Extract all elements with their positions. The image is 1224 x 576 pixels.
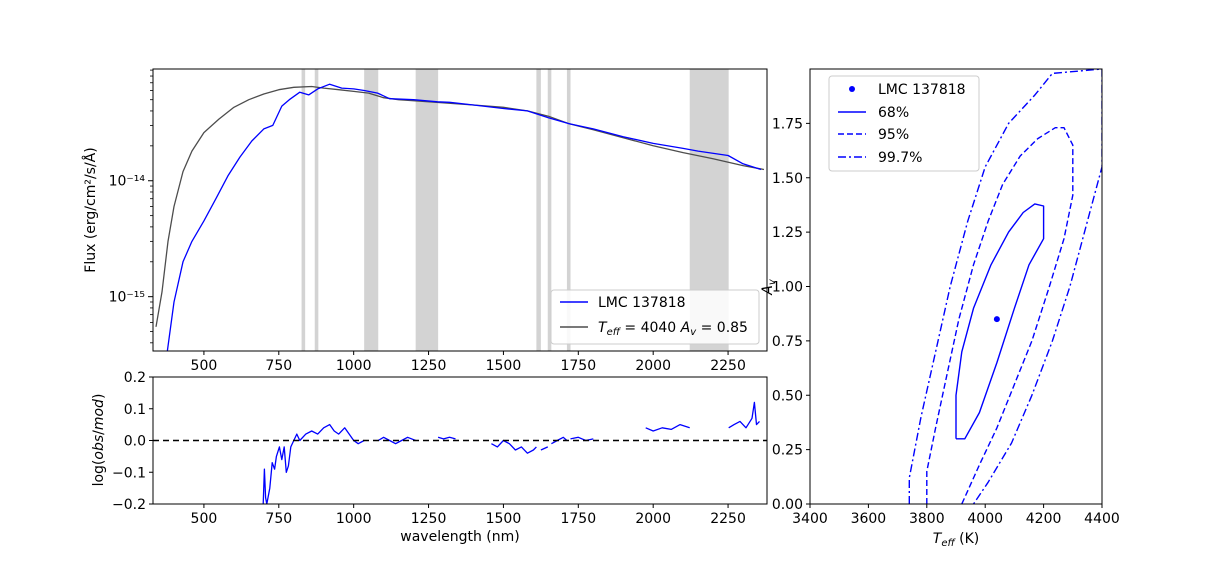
confidence-y-ticks: 0.00 0.25 0.50 0.75 1.00 1.25 1.50 1.75 — [772, 116, 810, 513]
spectrum-y-axis-label: Flux (erg/cm²/s/Å) — [82, 147, 99, 272]
con-x-tick-label-3400: 3400 — [792, 511, 828, 527]
confidence-x-axis-label: Teff (K) — [933, 531, 980, 549]
res-x-tick-label-2250: 2250 — [710, 511, 746, 527]
con-y-tick-label-3: 0.75 — [772, 334, 803, 350]
excluded-band-5 — [547, 69, 552, 351]
residual-segment-8 — [728, 401, 760, 429]
residuals-y-ticks: −0.2 −0.1 0.0 0.1 0.2 — [112, 370, 153, 513]
residual-lines — [153, 401, 767, 504]
x-tick-label-1500: 1500 — [486, 358, 522, 374]
con-x-tick-label-4000: 4000 — [967, 511, 1003, 527]
res-y-tick-label-1: −0.1 — [112, 465, 146, 481]
residuals-x-axis-label: wavelength (nm) — [400, 529, 519, 545]
excluded-band-3 — [415, 69, 439, 351]
legend-label-68: 68% — [878, 105, 909, 121]
res-x-tick-label-1750: 1750 — [560, 511, 596, 527]
y-tick-label-0: 10⁻¹⁵ — [109, 290, 145, 306]
confidence-legend-box — [828, 75, 980, 172]
res-y-tick-label-4: 0.2 — [124, 370, 146, 386]
excluded-band-6 — [566, 69, 571, 351]
res-y-tick-label-3: 0.1 — [124, 402, 146, 418]
model-spectrum-line — [155, 85, 765, 327]
y-tick-label-1: 10⁻¹⁴ — [109, 174, 146, 190]
residual-segment-1 — [377, 436, 416, 445]
residuals-x-ticks: 500 750 1000 1250 1500 1750 2000 2250 — [191, 504, 746, 527]
confidence-x-ticks: 3400 3600 3800 4000 4200 4400 — [792, 504, 1120, 527]
res-x-tick-label-750: 750 — [265, 511, 292, 527]
con-y-tick-label-5: 1.25 — [772, 225, 803, 241]
res-y-tick-label-0: −0.2 — [112, 497, 146, 513]
x-tick-label-1250: 1250 — [411, 358, 447, 374]
confidence-contours — [908, 69, 1102, 504]
spectrum-lines — [155, 83, 765, 351]
legend-label-model: Teff = 4040 Av = 0.85 — [598, 320, 748, 338]
excluded-band-2 — [364, 69, 379, 351]
residuals-y-axis-label: log(obs/mod) — [91, 394, 107, 487]
x-tick-label-750: 750 — [265, 358, 292, 374]
x-tick-label-1000: 1000 — [336, 358, 372, 374]
confidence-y-axis-label: Av — [760, 278, 778, 296]
residual-segment-6 — [570, 436, 594, 442]
legend-label-observed: LMC 137818 — [598, 295, 686, 311]
residual-segment-2 — [437, 436, 456, 440]
legend-label-99: 99.7% — [878, 150, 922, 166]
con-x-tick-label-4200: 4200 — [1026, 511, 1062, 527]
residual-segment-7 — [645, 423, 690, 432]
residuals-panel: 500 750 1000 1250 1500 1750 2000 2250 −0.2 −0.1 0… — [91, 370, 768, 545]
x-tick-label-1750: 1750 — [560, 358, 596, 374]
x-tick-label-500: 500 — [191, 358, 218, 374]
residual-segment-5 — [551, 436, 568, 445]
x-tick-label-2250: 2250 — [710, 358, 746, 374]
spectrum-legend: LMC 137818 Teff = 4040 Av = 0.85 — [550, 289, 760, 345]
observed-spectrum-line — [166, 83, 762, 351]
res-y-tick-label-2: 0.0 — [124, 434, 146, 450]
contour-68pct — [955, 203, 1045, 440]
best-fit-point — [993, 316, 1000, 323]
con-y-tick-label-6: 1.50 — [772, 171, 803, 187]
con-x-tick-label-3600: 3600 — [851, 511, 887, 527]
res-x-tick-label-1500: 1500 — [486, 511, 522, 527]
con-y-tick-label-0: 0.00 — [772, 497, 803, 513]
contour-99-7pct — [908, 69, 1102, 504]
legend-marker-best-fit — [849, 86, 855, 92]
con-x-tick-label-3800: 3800 — [909, 511, 945, 527]
con-y-tick-label-4: 1.00 — [772, 280, 803, 296]
confidence-legend: LMC 137818 68% 95% 99.7% — [828, 75, 980, 172]
residual-segment-3 — [491, 439, 537, 454]
x-tick-label-2000: 2000 — [635, 358, 671, 374]
con-y-tick-label-2: 0.50 — [772, 388, 803, 404]
excluded-band-4 — [536, 69, 541, 351]
excluded-band-0 — [301, 69, 306, 351]
contour-95pct — [926, 126, 1074, 504]
legend-label-95: 95% — [878, 127, 909, 143]
res-x-tick-label-2000: 2000 — [635, 511, 671, 527]
res-x-tick-label-500: 500 — [191, 511, 218, 527]
con-y-tick-label-1: 0.25 — [772, 443, 803, 459]
confidence-panel: 3400 3600 3800 4000 4200 4400 0.00 0.25 0.50 0.7… — [760, 68, 1120, 549]
residual-segment-4 — [540, 446, 549, 451]
con-x-tick-label-4400: 4400 — [1084, 511, 1120, 527]
res-x-tick-label-1000: 1000 — [336, 511, 372, 527]
excluded-band-1 — [314, 69, 319, 351]
con-y-tick-label-7: 1.75 — [772, 116, 803, 132]
spectrum-panel: 500 750 1000 1250 1500 1750 2000 2250 10⁻¹⁵10⁻¹… — [82, 68, 768, 374]
spectrum-legend-box — [550, 289, 760, 345]
spectrum-x-ticks: 500 750 1000 1250 1500 1750 2000 2250 — [191, 351, 746, 374]
spectrum-frame — [152, 68, 768, 352]
legend-label-best-fit: LMC 137818 — [878, 82, 966, 98]
res-x-tick-label-1250: 1250 — [411, 511, 447, 527]
spectrum-y-ticks: 10⁻¹⁵ 10⁻¹⁴ — [109, 69, 153, 344]
